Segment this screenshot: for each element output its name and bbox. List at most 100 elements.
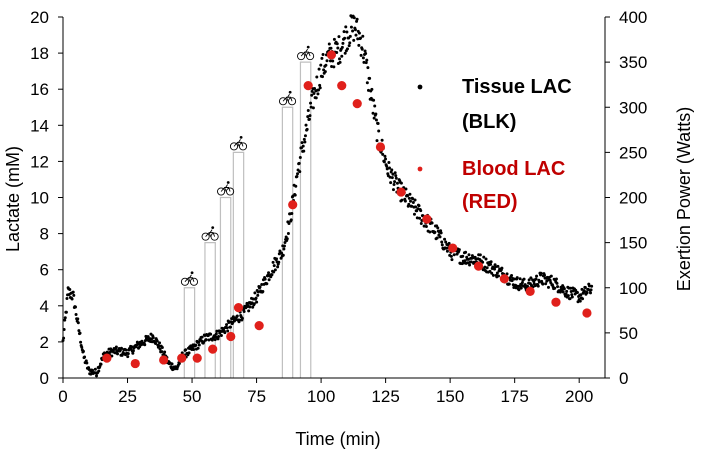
y-right-tick-label: 200	[619, 189, 647, 208]
tissue-point	[91, 368, 95, 372]
wheel-icon	[229, 142, 239, 151]
tissue-point	[383, 154, 387, 158]
blood-point	[375, 142, 386, 152]
tissue-point	[307, 117, 311, 121]
tissue-point	[354, 33, 358, 37]
legend: Tissue LAC (BLK) Blood LAC (RED)	[417, 76, 572, 213]
tissue-point	[444, 240, 448, 244]
tissue-point	[303, 140, 307, 144]
blood-point	[525, 286, 535, 296]
tissue-point	[497, 274, 501, 278]
legend-blood-line1: Blood LAC	[462, 158, 565, 180]
tissue-point	[351, 29, 355, 33]
tissue-point	[207, 338, 211, 342]
tissue-point	[449, 254, 453, 258]
wheel-icon	[210, 232, 219, 241]
tissue-point	[240, 316, 244, 320]
tissue-point	[99, 362, 103, 366]
tissue-point	[568, 297, 572, 301]
tissue-point	[282, 244, 286, 248]
tissue-point	[512, 277, 516, 281]
tissue-point	[251, 305, 255, 309]
blood-point	[337, 80, 347, 91]
tissue-point	[374, 118, 378, 122]
tissue-point	[349, 25, 353, 29]
tissue-point	[371, 111, 375, 115]
tissue-point	[483, 265, 487, 269]
tissue-point	[85, 361, 89, 365]
tissue-point	[435, 236, 439, 240]
rider-head-icon	[190, 271, 194, 275]
tissue-point	[376, 122, 380, 126]
tissue-point	[410, 204, 414, 208]
tissue-point	[294, 184, 298, 188]
blood-point	[396, 187, 406, 197]
tissue-point	[365, 81, 369, 85]
tissue-point	[366, 88, 370, 92]
tissue-point	[321, 53, 325, 57]
tissue-point	[340, 54, 344, 58]
tissue-point	[385, 164, 389, 168]
tissue-point	[272, 270, 276, 274]
rider-head-icon	[306, 45, 310, 49]
tissue-point	[575, 291, 579, 295]
tissue-point	[254, 296, 258, 300]
tissue-point	[310, 89, 314, 93]
tissue-point	[296, 172, 300, 176]
tissue-point	[585, 291, 589, 295]
tissue-point	[281, 253, 285, 257]
legend-marker-blood	[417, 166, 423, 172]
tissue-point	[187, 351, 191, 355]
tissue-point	[372, 98, 376, 102]
tissue-point	[263, 277, 267, 281]
tissue-point	[116, 352, 120, 356]
tissue-point	[589, 288, 593, 292]
tissue-point	[414, 205, 418, 209]
tissue-point	[361, 34, 365, 38]
tissue-point	[587, 284, 591, 288]
blood-point	[177, 353, 187, 363]
tissue-point	[511, 283, 515, 287]
tissue-point	[192, 347, 196, 351]
tissue-point	[523, 283, 527, 287]
tissue-point	[418, 216, 422, 220]
tissue-point	[522, 277, 526, 281]
x-tick-label: 50	[183, 387, 202, 406]
blood-point	[288, 200, 298, 210]
y-right-tick-label: 250	[619, 143, 647, 162]
tissue-point	[71, 290, 75, 294]
power-bar	[281, 106, 294, 378]
tissue-point	[474, 257, 478, 261]
tissue-point	[309, 101, 313, 105]
x-tick-label: 0	[58, 387, 67, 406]
tissue-point	[70, 297, 74, 301]
tissue-point	[582, 289, 586, 293]
blood-point	[303, 80, 313, 91]
wheel-icon	[226, 187, 235, 196]
tissue-point	[590, 284, 594, 288]
tissue-point	[407, 196, 411, 200]
tissue-point	[314, 96, 318, 100]
tissue-point	[80, 345, 84, 349]
tissue-point	[539, 271, 543, 275]
tissue-point	[256, 293, 260, 297]
tissue-point	[200, 335, 204, 339]
cyclist-icons	[180, 45, 315, 286]
tissue-point	[155, 339, 159, 343]
tissue-point	[564, 292, 568, 296]
tissue-point	[160, 345, 164, 349]
tissue-point	[68, 287, 72, 291]
tissue-point	[368, 76, 372, 80]
tissue-point	[130, 345, 134, 349]
tissue-point	[452, 253, 456, 257]
tissue-point	[375, 139, 379, 143]
tissue-point	[384, 157, 388, 161]
wheel-icon	[201, 232, 210, 241]
tissue-point	[381, 152, 385, 156]
tissue-point	[76, 321, 80, 325]
tissue-point	[353, 28, 357, 32]
tissue-point	[297, 161, 301, 165]
tissue-point	[570, 293, 574, 297]
blood-point	[102, 353, 112, 363]
y-right-tick-label: 350	[619, 53, 647, 72]
